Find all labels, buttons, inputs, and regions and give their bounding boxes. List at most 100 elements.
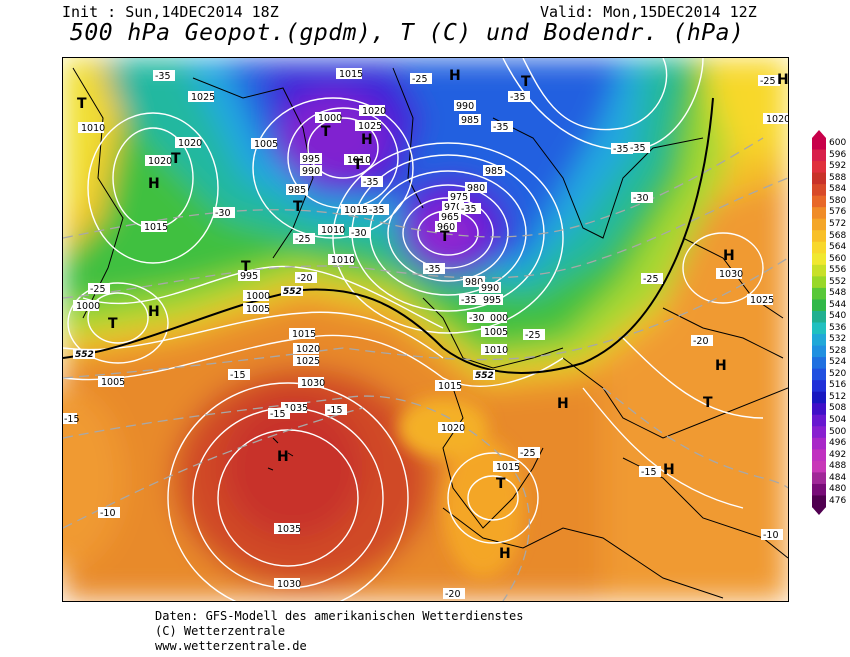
colorbar-cell xyxy=(812,414,826,427)
colorbar-cell xyxy=(812,253,826,266)
isoheight-label-text: 552 xyxy=(475,371,494,381)
colorbar-cell xyxy=(812,218,826,231)
colorbar-cell xyxy=(812,380,826,393)
pressure-label-text: 1020 xyxy=(178,138,202,149)
pressure-label-text: 1020 xyxy=(362,106,386,117)
colorbar-tick-label: 532 xyxy=(829,334,847,345)
pressure-label: 1015 xyxy=(493,461,520,473)
temp-label-text: -35 xyxy=(613,144,629,155)
pressure-label-text: 1015 xyxy=(344,205,368,216)
isoheight-label: 552 xyxy=(281,286,303,297)
colorbar-tick-label: 596 xyxy=(829,149,847,160)
colorbar-cell xyxy=(812,426,826,439)
temp-label-text: -15 xyxy=(64,414,80,425)
pressure-label: 1005 xyxy=(251,138,278,150)
temp-label: -25 xyxy=(641,273,663,285)
low-center: T xyxy=(353,157,363,173)
colorbar-cell xyxy=(812,207,826,220)
temp-label-text: -35 xyxy=(461,204,477,215)
colorbar-cell xyxy=(812,472,826,485)
pressure-label: 990 xyxy=(454,100,476,112)
colorbar-cell xyxy=(812,460,826,473)
pressure-label-text: 1000 xyxy=(246,291,270,302)
pressure-label-text: 1000 xyxy=(76,301,100,312)
pressure-label: 980 xyxy=(463,276,485,288)
temp-label: -35 xyxy=(508,91,530,103)
temp-label: -35 xyxy=(491,121,513,133)
colorbar-tick-label: 560 xyxy=(829,253,847,264)
temp-label-text: -30 xyxy=(469,313,485,324)
temp-label: -30 xyxy=(349,227,371,239)
pressure-label: 995 xyxy=(300,153,322,165)
temp-label: -10 xyxy=(761,529,783,541)
temp-label-text: -25 xyxy=(295,234,311,245)
init-time: Init : Sun,14DEC2014 18Z xyxy=(62,3,279,21)
temp-label: -15 xyxy=(228,369,250,381)
temp-label: -35 xyxy=(153,70,175,82)
isoheight-label: 552 xyxy=(73,349,95,360)
pressure-label-text: 1035 xyxy=(284,403,308,414)
temp-label: -35 xyxy=(423,263,445,275)
pressure-label: 1005 xyxy=(243,303,270,315)
colorbar-cell xyxy=(812,195,826,208)
pressure-label: 985 xyxy=(459,114,481,126)
temp-label: -35 xyxy=(459,203,481,215)
map-canvas: 1015 1025 1010 1005 1020 1000 995 990 98… xyxy=(63,58,788,601)
colorbar-tick-label: 528 xyxy=(829,345,847,356)
temp-label-text: -35 xyxy=(363,177,379,188)
temp-label: -10 xyxy=(98,507,120,519)
low-center: T xyxy=(241,259,251,275)
temp-label-text: -15 xyxy=(327,405,343,416)
colorbar-cell xyxy=(812,161,826,174)
temp-label-text: -10 xyxy=(763,530,779,541)
colorbar-tick-label: 544 xyxy=(829,299,847,310)
isoheight-label-text: 552 xyxy=(75,350,94,360)
pressure-label-text: 1005 xyxy=(246,304,270,315)
pressure-labels: 1015 1025 1010 1005 1020 1000 995 990 98… xyxy=(73,68,788,590)
colorbar-tick-label: 572 xyxy=(829,218,847,229)
pressure-label-text: 1020 xyxy=(148,156,172,167)
temp-label-text: -20 xyxy=(297,273,313,284)
colorbar-tick-label: 568 xyxy=(829,230,847,241)
colorbar-tick-label: 492 xyxy=(829,449,847,460)
temp-label-text: -35 xyxy=(461,295,477,306)
low-center: T xyxy=(171,151,181,167)
colorbar-tick-label: 488 xyxy=(829,461,847,472)
pressure-label-text: 1020 xyxy=(441,423,465,434)
colorbar-cell xyxy=(812,310,826,323)
colorbar-cell xyxy=(812,264,826,277)
pressure-label: 1015 xyxy=(336,68,363,80)
pressure-label: 1020 xyxy=(175,137,202,149)
temp-label-text: -35 xyxy=(493,122,509,133)
pressure-label-text: 1015 xyxy=(438,381,462,392)
pressure-label: 985 xyxy=(483,165,505,177)
pressure-label: 1000 xyxy=(243,290,270,302)
pressure-label: 1030 xyxy=(298,377,325,389)
pressure-label-text: 1015 xyxy=(496,462,520,473)
low-center: T xyxy=(108,316,118,332)
pressure-label-text: 990 xyxy=(302,166,320,177)
isoheight-label: 552 xyxy=(473,370,495,381)
temp-label: -15 xyxy=(63,413,80,425)
temp-label: -20 xyxy=(443,588,465,600)
temp-label: -15 xyxy=(639,466,661,478)
temp-label-text: -25 xyxy=(643,274,659,285)
colorbar-cell xyxy=(812,230,826,243)
temp-label-text: -20 xyxy=(445,589,461,600)
colorbar-cap-bottom xyxy=(812,507,826,515)
high-center: H xyxy=(277,449,289,465)
colorbar-cell xyxy=(812,184,826,197)
colorbar-cap-top xyxy=(812,130,826,138)
temp-label: -35 xyxy=(459,294,481,306)
pressure-label-text: 1010 xyxy=(484,345,508,356)
temp-label-text: -10 xyxy=(100,508,116,519)
low-center: T xyxy=(496,476,506,492)
high-center: H xyxy=(557,396,569,412)
colorbar-tick-label: 484 xyxy=(829,472,847,483)
colorbar-tick-label: 504 xyxy=(829,415,847,426)
pressure-label-text: 1015 xyxy=(144,222,168,233)
pressure-centers: H T T T H T H T T T T T H H H H T H T H … xyxy=(77,68,788,562)
pressure-label: 1020 xyxy=(293,343,320,355)
pressure-label-text: 970 xyxy=(444,202,462,213)
low-center: T xyxy=(77,96,87,112)
